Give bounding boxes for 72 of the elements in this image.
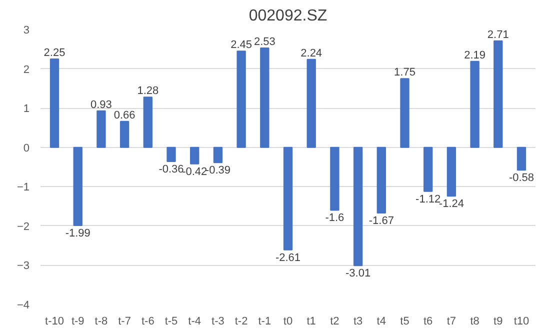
x-tick-label: t2 xyxy=(330,316,340,328)
data-label: 2.24 xyxy=(300,47,322,60)
x-tick-label: t8 xyxy=(470,316,480,328)
x-tick-label: t1 xyxy=(306,316,316,328)
x-tick-label: t0 xyxy=(283,316,293,328)
y-tick-label: −2 xyxy=(16,220,30,233)
bar xyxy=(166,146,176,162)
x-tick-label: t-1 xyxy=(258,316,272,328)
data-label: -1.6 xyxy=(325,212,344,224)
x-tick-label: t-8 xyxy=(94,316,108,328)
data-label: 0.93 xyxy=(90,98,112,111)
data-label: -0.58 xyxy=(508,172,534,184)
bar xyxy=(516,146,526,171)
x-tick-label: t7 xyxy=(446,316,456,328)
data-label: -2.61 xyxy=(275,252,301,264)
x-tick-label: t-2 xyxy=(234,316,248,328)
x-tick-label: t9 xyxy=(494,316,503,328)
data-label: -3.01 xyxy=(346,268,371,280)
x-tick-label: t-10 xyxy=(45,316,64,328)
data-label: 1.28 xyxy=(137,85,159,98)
data-label: -1.99 xyxy=(65,228,90,240)
bar xyxy=(96,110,106,148)
x-tick-label: t-5 xyxy=(164,316,178,328)
data-label: -1.67 xyxy=(368,214,394,227)
x-tick-label: t-4 xyxy=(188,316,202,328)
bar xyxy=(306,58,316,148)
bar xyxy=(376,146,386,214)
data-label: -0.39 xyxy=(205,164,230,177)
data-label: 2.45 xyxy=(230,39,252,52)
data-label: 1.75 xyxy=(394,66,416,79)
data-label: -1.12 xyxy=(416,193,441,206)
data-label: -0.36 xyxy=(158,164,184,176)
x-tick-label: t-3 xyxy=(212,316,224,328)
bar xyxy=(283,146,293,250)
x-tick-label: t5 xyxy=(400,316,410,328)
bar xyxy=(424,146,433,192)
y-tick-label: −3 xyxy=(16,260,30,272)
chart-title: 002092.SZ xyxy=(248,8,328,24)
bar xyxy=(50,58,60,148)
bar xyxy=(73,146,82,226)
y-tick-label: 3 xyxy=(23,24,30,36)
data-label: 2.19 xyxy=(464,49,486,62)
x-tick-label: t-9 xyxy=(71,316,84,328)
bar xyxy=(120,120,130,148)
bar xyxy=(190,146,200,164)
bar xyxy=(236,50,246,148)
x-tick-label: t-6 xyxy=(141,316,154,328)
data-label: 2.53 xyxy=(254,36,276,48)
data-label: -0.42 xyxy=(182,166,208,178)
y-tick-label: −1 xyxy=(16,182,30,194)
bar xyxy=(143,96,152,148)
x-tick-label: t4 xyxy=(376,316,386,328)
y-tick-label: 0 xyxy=(23,142,30,154)
bar xyxy=(353,146,363,266)
y-tick-label: 1 xyxy=(23,103,30,116)
x-tick-label: t3 xyxy=(353,316,363,328)
bar xyxy=(470,60,480,148)
bar xyxy=(213,146,223,164)
data-label: -1.24 xyxy=(438,198,464,210)
bar xyxy=(494,40,503,148)
bar xyxy=(260,47,270,148)
data-label: 2.71 xyxy=(487,28,509,41)
bar xyxy=(330,146,340,211)
bar xyxy=(446,146,456,197)
bar xyxy=(400,78,410,148)
x-tick-label: t-7 xyxy=(118,316,131,328)
x-tick-label: t6 xyxy=(424,316,433,328)
x-tick-label: t10 xyxy=(514,316,530,328)
y-tick-label: −4 xyxy=(16,300,30,312)
data-label: 0.66 xyxy=(114,109,136,122)
y-tick-label: 2 xyxy=(23,64,30,76)
data-label: 2.25 xyxy=(44,46,66,59)
